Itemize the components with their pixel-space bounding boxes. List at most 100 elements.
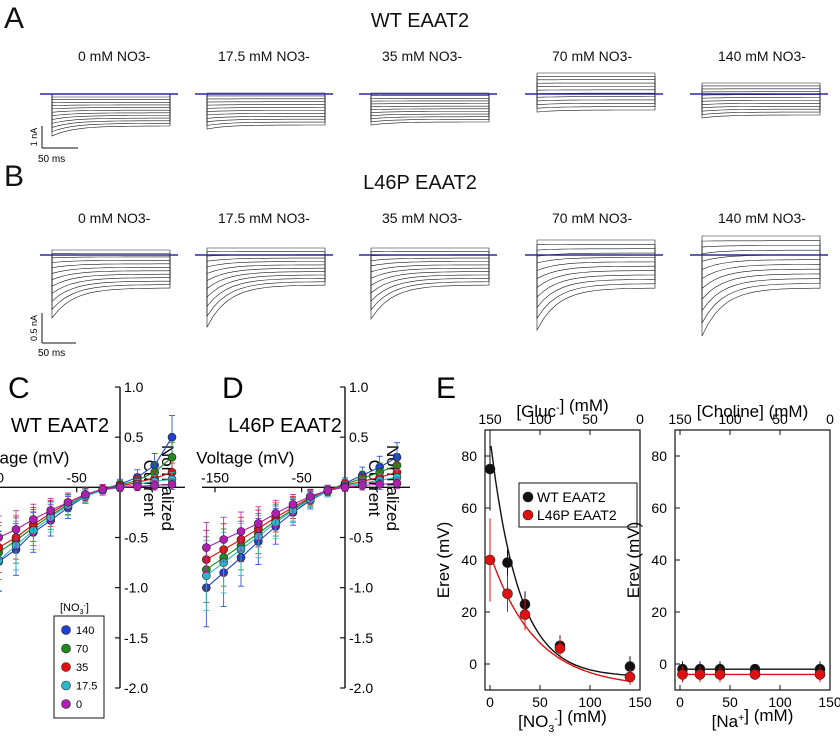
current-trace [361, 93, 495, 102]
fit-curve [490, 445, 634, 677]
trace-family [40, 93, 178, 137]
x-tick-label: 0 [676, 694, 684, 710]
current-trace [42, 93, 176, 103]
current-trace [42, 254, 176, 287]
current-trace [692, 93, 826, 109]
y-axis-label: Erev (mV) [624, 522, 643, 599]
current-trace [527, 254, 661, 271]
x-tick-label: 0 [486, 694, 494, 710]
legend: [NO3-] 140 70 35 17.5 0 [53, 602, 105, 719]
cond-label: 17.5 mM NO3- [218, 210, 310, 226]
chart-title: WT EAAT2 [11, 415, 109, 437]
panel-letter: C [8, 372, 30, 405]
current-trace [361, 254, 495, 279]
current-trace [197, 93, 331, 126]
current-trace [361, 254, 495, 294]
traces-l46p [40, 235, 828, 337]
data-point [167, 432, 177, 442]
data-point [392, 479, 402, 488]
data-point [358, 481, 367, 490]
current-trace [42, 254, 176, 274]
current-trace [361, 93, 495, 113]
current-trace [692, 254, 826, 324]
scale-y-label-a: 1 nA [29, 128, 39, 147]
current-trace [197, 92, 331, 95]
panel-b-letter: B [4, 160, 25, 193]
current-trace [361, 247, 495, 256]
scale-x-label-b: 50 ms [38, 348, 65, 359]
current-trace [361, 254, 495, 286]
legend-title: [NO3-] [60, 602, 89, 616]
current-trace [42, 254, 176, 269]
legend-box [518, 482, 638, 528]
legend-label: 17.5 [76, 681, 97, 693]
current-trace [527, 239, 661, 256]
top-axis-label: [Choline] (mM) [697, 402, 808, 421]
current-trace [361, 93, 495, 111]
y-tick-label: 20 [461, 604, 477, 620]
trace-family [195, 247, 333, 329]
top-tick-label: 50 [582, 411, 598, 427]
current-trace [527, 79, 661, 95]
chart-title: L46P EAAT2 [228, 415, 342, 437]
trace-family [359, 247, 497, 320]
trace-family [690, 82, 828, 119]
current-trace [692, 82, 826, 95]
x-axis-label: Voltage (mV) [196, 448, 294, 467]
x-tick-label: -50 [292, 469, 312, 485]
y-tick-label: -1.5 [124, 630, 148, 646]
current-trace [42, 254, 176, 295]
data-point [340, 483, 350, 492]
current-trace [361, 93, 495, 99]
scale-bar-b [41, 313, 76, 344]
current-trace [527, 82, 661, 95]
current-trace [527, 76, 661, 95]
data-point [714, 669, 726, 680]
current-trace [42, 93, 176, 106]
current-trace [197, 247, 331, 256]
y-tick-label: 40 [651, 552, 667, 568]
trace-family [359, 92, 497, 126]
current-trace [527, 254, 661, 332]
current-trace [361, 254, 495, 302]
panel-letter: D [222, 372, 244, 405]
data-point [502, 557, 513, 568]
current-trace [42, 93, 176, 128]
data-point [202, 543, 211, 552]
x-tick-label: -150 [201, 469, 229, 485]
traces-wt [40, 72, 828, 137]
cond-label: 35 mM NO3- [382, 48, 463, 64]
data-point [167, 480, 177, 489]
current-trace [197, 93, 331, 97]
scale-bar-a [41, 126, 78, 149]
panel-a-letter: A [4, 2, 25, 35]
data-point [29, 515, 38, 524]
data-point [814, 669, 826, 680]
erev-chart-E2: [Choline] (mM) 150 100 50 0 0 50 100 150 [Na+] (m… [624, 402, 840, 731]
current-trace [527, 93, 661, 113]
current-trace [527, 93, 661, 102]
current-trace [361, 254, 495, 267]
current-trace [42, 254, 176, 263]
y-tick-label: 0 [469, 656, 477, 672]
current-trace [197, 93, 331, 123]
cond-label: 70 mM NO3- [552, 210, 633, 226]
top-tick-label: 150 [668, 411, 692, 427]
x-axis-label: [Na+] (mM) [712, 706, 794, 731]
current-trace [527, 72, 661, 95]
top-tick-label: 100 [718, 411, 742, 427]
top-tick-label: 0 [826, 411, 834, 427]
data-point [484, 554, 496, 566]
current-trace [42, 93, 176, 124]
trace-family [690, 235, 828, 337]
trace-family [525, 239, 663, 332]
data-point [150, 481, 159, 490]
y-tick-label: -0.5 [124, 530, 148, 546]
top-tick-label: 150 [478, 411, 502, 427]
legend-label: WT EAAT2 [537, 489, 606, 505]
y-tick-label: -1.0 [124, 580, 148, 596]
current-trace [527, 93, 661, 105]
current-trace [692, 254, 826, 300]
x-tick-label: 50 [722, 694, 738, 710]
trace-family [195, 92, 333, 130]
